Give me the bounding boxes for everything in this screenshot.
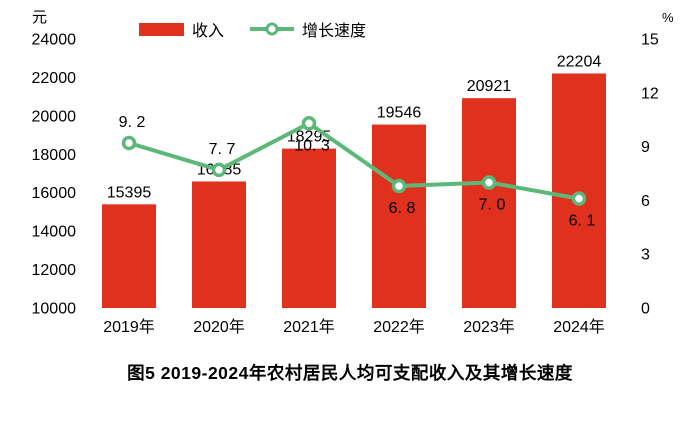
growth-rate-legend-line-icon <box>250 22 295 36</box>
growth-rate-value-label: 7. 7 <box>209 141 236 158</box>
right-axis-tick-label: 0 <box>641 301 650 318</box>
left-axis-tick-label: 22000 <box>32 70 77 87</box>
growth-rate-line <box>127 121 581 201</box>
x-axis-category-label: 2019年 <box>103 318 155 336</box>
income-bar-value-label: 20921 <box>467 78 512 95</box>
growth-rate-marker-2022年 <box>391 178 407 194</box>
left-axis-tick-label: 14000 <box>32 224 77 241</box>
growth-rate-marker-2023年 <box>481 175 497 190</box>
income-bar-2023年 <box>462 98 516 308</box>
growth-rate-legend-label: 增长速度 <box>302 23 367 40</box>
growth-rate-marker-2021年 <box>301 116 317 131</box>
income-bar-2019年 <box>102 204 156 308</box>
growth-rate-value-label: 9. 2 <box>119 114 146 131</box>
income-bar-value-label: 22204 <box>557 54 602 71</box>
right-axis-tick-label: 12 <box>641 85 659 102</box>
chart-legend: 收入 增长速度 <box>139 20 367 40</box>
right-axis-tick-label: 15 <box>641 32 659 49</box>
x-axis-category-label: 2021年 <box>283 318 335 336</box>
right-axis-tick-label: 3 <box>641 247 650 264</box>
figure-caption: 图5 2019-2024年农村居民人均可支配收入及其增长速度 <box>127 363 573 383</box>
x-axis-category-label: 2020年 <box>193 318 245 336</box>
left-axis-tick-label: 12000 <box>32 262 77 279</box>
x-axis-category-label: 2024年 <box>553 318 605 336</box>
left-axis-tick-label: 10000 <box>32 301 77 318</box>
right-axis-tick-label: 6 <box>641 193 650 210</box>
growth-rate-marker-2020年 <box>211 162 227 178</box>
income-bar-value-label: 19546 <box>377 105 422 122</box>
income-legend-label: 收入 <box>192 23 225 40</box>
x-axis-category-label: 2022年 <box>373 318 425 336</box>
growth-rate-marker-2019年 <box>121 135 137 151</box>
income-bar-2020年 <box>192 181 246 308</box>
growth-rate-value-label: 6. 1 <box>569 213 596 230</box>
right-axis-unit: % <box>662 10 674 25</box>
growth-rate-value-label: 10. 3 <box>294 137 330 154</box>
growth-rate-marker-2024年 <box>571 191 587 206</box>
growth-rate-value-label: 7. 0 <box>479 196 506 213</box>
left-axis-tick-label: 20000 <box>32 108 77 125</box>
income-growth-chart: 元 % 24000 22000 20000 18000 16000 14000 12000 1… <box>32 9 675 337</box>
left-axis-tick-label: 24000 <box>32 32 77 49</box>
income-legend-swatch-icon <box>139 22 184 36</box>
left-axis-unit: 元 <box>32 9 47 26</box>
income-bar-2022年 <box>372 124 426 308</box>
right-axis-tick-label: 9 <box>641 139 650 156</box>
growth-rate-value-label: 6. 8 <box>389 200 416 217</box>
x-axis-category-label: 2023年 <box>463 318 515 336</box>
income-bar-value-label: 15395 <box>107 184 152 201</box>
plot-area: 24000 22000 20000 18000 16000 14000 12000 10000… <box>32 32 659 337</box>
left-axis-tick-label: 18000 <box>32 147 77 164</box>
income-bar-2024年 <box>552 73 606 309</box>
left-axis-tick-label: 16000 <box>32 185 77 202</box>
income-bar-2021年 <box>282 148 336 308</box>
